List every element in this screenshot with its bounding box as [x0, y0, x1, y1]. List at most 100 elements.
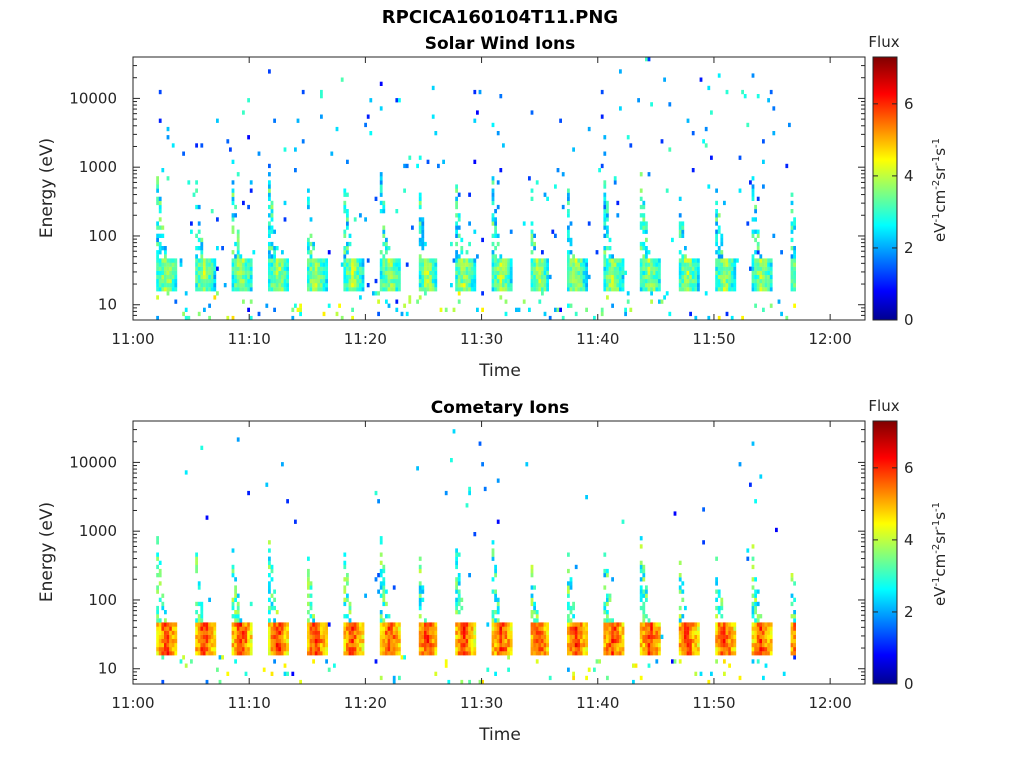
heatmap-cell — [320, 283, 323, 288]
heatmap-cell — [720, 651, 724, 656]
heatmap-cell — [606, 229, 609, 234]
heatmap-cell — [491, 589, 495, 594]
heatmap-cell — [158, 560, 162, 565]
heatmap-cell — [283, 630, 287, 635]
heatmap-cell — [158, 283, 162, 288]
heatmap-cell — [361, 287, 365, 292]
heatmap-cell — [156, 295, 159, 300]
heatmap-cell — [158, 626, 162, 631]
heatmap-cell — [307, 262, 310, 267]
heatmap-cell — [444, 307, 448, 312]
heatmap-cell — [642, 610, 646, 615]
heatmap-cell — [764, 262, 768, 267]
heatmap-cell — [772, 233, 776, 238]
heatmap-cell — [299, 311, 302, 317]
heatmap-cell — [348, 287, 352, 292]
heatmap-cell — [307, 601, 310, 607]
heatmap-cell — [283, 287, 287, 292]
heatmap-cell — [242, 642, 245, 648]
heatmap-cell — [491, 630, 495, 635]
heatmap-cell — [494, 283, 497, 288]
heatmap-cell — [496, 638, 500, 644]
heatmap-cell — [426, 630, 430, 635]
heatmap-cell — [242, 266, 245, 271]
heatmap-cell — [171, 266, 175, 271]
heatmap-cell — [309, 270, 313, 275]
heatmap-cell — [210, 642, 214, 648]
heatmap-cell — [325, 659, 328, 664]
heatmap-cell — [577, 258, 581, 263]
heatmap-cell — [434, 266, 438, 271]
heatmap-cell — [455, 241, 458, 247]
heatmap-cell — [169, 634, 172, 639]
heatmap-cell — [322, 262, 326, 267]
heatmap-cell — [379, 176, 383, 181]
heatmap-cell — [468, 630, 471, 635]
heatmap-cell — [231, 287, 235, 292]
heatmap-cell — [455, 601, 458, 607]
heatmap-cell — [385, 589, 388, 594]
heatmap-cell — [156, 221, 159, 226]
heatmap-cell — [585, 675, 588, 681]
heatmap-cell — [694, 647, 698, 652]
heatmap-cell — [561, 204, 565, 210]
heatmap-cell — [585, 642, 588, 648]
heatmap-cell — [577, 638, 581, 644]
heatmap-cell — [166, 176, 170, 181]
heatmap-cell — [281, 626, 284, 631]
heatmap-cell — [715, 630, 718, 635]
heatmap-cell — [158, 270, 162, 275]
heatmap-cell — [353, 622, 357, 627]
heatmap-cell — [790, 270, 794, 275]
heatmap-cell — [158, 618, 162, 623]
heatmap-cell — [754, 499, 757, 504]
heatmap-cell — [725, 270, 729, 275]
heatmap-cell — [645, 630, 648, 635]
heatmap-cell — [463, 274, 466, 280]
heatmap-cell — [694, 634, 698, 639]
heatmap-cell — [455, 278, 458, 284]
heatmap-cell — [317, 651, 321, 656]
heatmap-cell — [499, 258, 503, 263]
heatmap-cell — [538, 266, 542, 271]
heatmap-cell — [457, 192, 461, 197]
heatmap-cell — [567, 233, 570, 238]
heatmap-cell — [730, 266, 734, 271]
heatmap-cell — [611, 283, 614, 288]
heatmap-cell — [720, 241, 724, 247]
heatmap-cell — [216, 118, 219, 123]
heatmap-cell — [619, 651, 622, 656]
heatmap-cell — [327, 250, 331, 255]
heatmap-cell — [455, 233, 458, 238]
heatmap-cell — [790, 283, 794, 288]
heatmap-cell — [208, 630, 211, 635]
heatmap-cell — [619, 262, 622, 267]
heatmap-cell — [509, 270, 513, 275]
heatmap-cell — [156, 270, 159, 275]
heatmap-cell — [286, 283, 289, 288]
heatmap-cell — [541, 651, 544, 656]
heatmap-cell — [509, 266, 513, 271]
heatmap-cell — [473, 89, 477, 95]
heatmap-cell — [455, 585, 458, 590]
heatmap-cell — [626, 299, 630, 304]
heatmap-cell — [385, 651, 388, 656]
heatmap-cell — [720, 237, 724, 243]
heatmap-cell — [606, 647, 609, 652]
heatmap-cell — [790, 647, 794, 652]
heatmap-cell — [756, 258, 760, 263]
heatmap-cell — [346, 192, 349, 197]
heatmap-cell — [216, 291, 219, 296]
heatmap-cell — [639, 593, 643, 598]
heatmap-cell — [234, 213, 237, 218]
heatmap-cell — [530, 278, 534, 284]
heatmap-cell — [229, 147, 232, 152]
heatmap-cell — [343, 597, 347, 602]
heatmap-cell — [359, 270, 362, 275]
heatmap-cell — [156, 626, 159, 631]
heatmap-cell — [166, 287, 170, 292]
heatmap-cell — [270, 287, 274, 292]
heatmap-cell — [673, 511, 677, 516]
heatmap-cell — [504, 274, 508, 280]
heatmap-cell — [169, 630, 172, 635]
